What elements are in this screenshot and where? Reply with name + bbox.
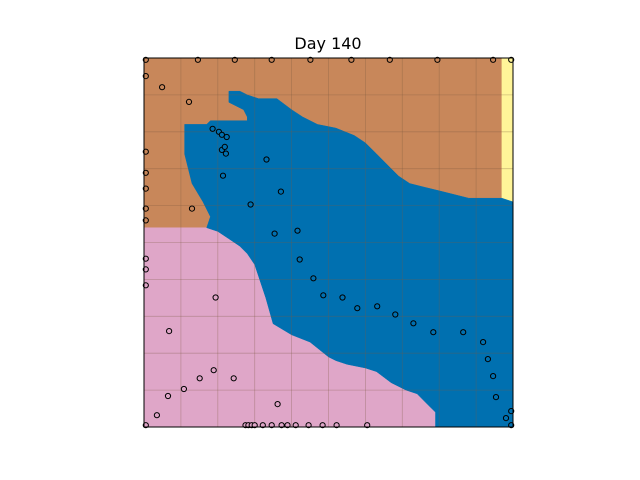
data-point xyxy=(196,375,203,382)
data-point xyxy=(502,415,510,422)
region-layer xyxy=(144,58,513,427)
data-point xyxy=(209,125,216,132)
point-layer xyxy=(142,56,515,429)
data-point xyxy=(221,143,228,150)
data-point xyxy=(223,133,230,141)
data-point xyxy=(188,205,196,212)
plot-frame xyxy=(143,57,514,428)
region-yellow xyxy=(501,58,513,203)
data-point xyxy=(218,131,225,138)
data-point xyxy=(484,356,491,363)
data-point xyxy=(164,392,172,400)
data-point xyxy=(166,328,173,335)
data-point xyxy=(159,84,166,91)
plot-area xyxy=(142,56,515,429)
data-point xyxy=(490,373,497,380)
data-point xyxy=(430,329,437,336)
data-point xyxy=(296,256,303,263)
data-point xyxy=(374,303,381,310)
data-point xyxy=(354,305,361,312)
data-point xyxy=(247,201,254,208)
data-point xyxy=(222,150,229,157)
data-point xyxy=(320,292,327,299)
data-point xyxy=(410,320,417,327)
data-point xyxy=(392,311,399,318)
data-point xyxy=(230,375,237,382)
data-point xyxy=(480,339,487,346)
data-point xyxy=(294,227,301,234)
data-point xyxy=(210,367,217,374)
data-point xyxy=(277,188,284,195)
data-point xyxy=(492,394,500,401)
data-point xyxy=(274,401,281,408)
region-blue xyxy=(184,90,513,427)
data-point xyxy=(310,275,317,282)
data-point xyxy=(185,98,193,106)
data-point xyxy=(219,172,227,179)
chart-title: Day 140 xyxy=(294,34,361,53)
gridlines xyxy=(144,58,513,427)
data-point xyxy=(263,156,270,163)
data-point xyxy=(180,385,187,393)
data-point xyxy=(212,294,219,301)
data-point xyxy=(153,412,160,419)
data-point xyxy=(339,294,346,301)
data-point xyxy=(271,230,278,237)
data-point xyxy=(460,329,467,336)
